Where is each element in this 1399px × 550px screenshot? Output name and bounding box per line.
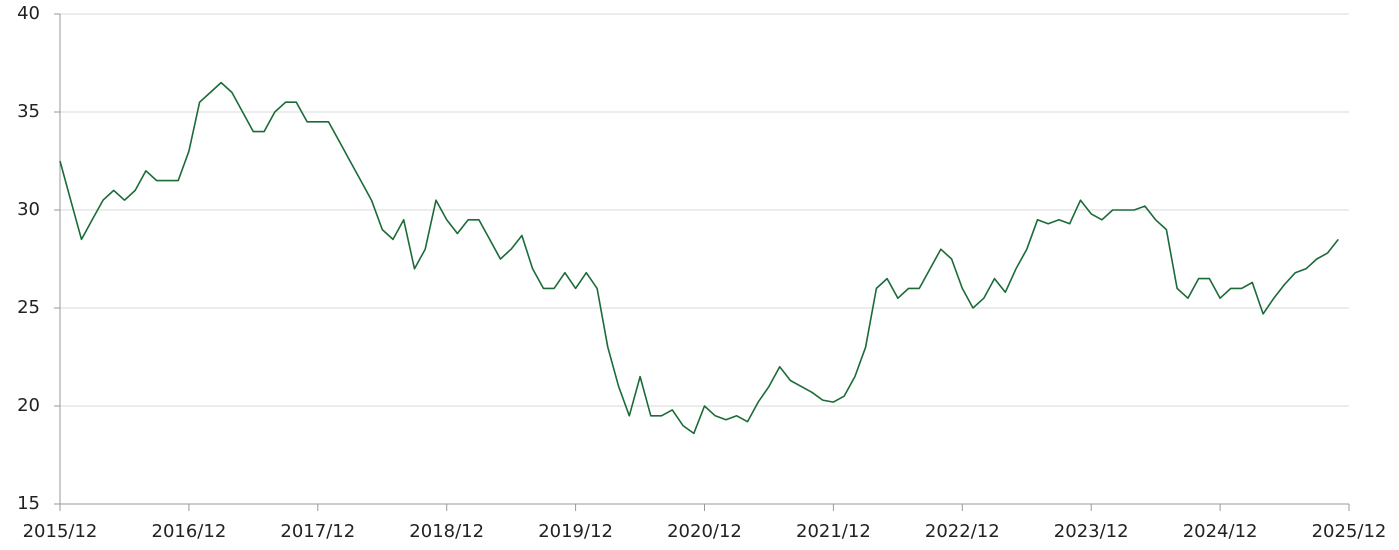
y-tick-label: 40 [17, 3, 40, 24]
x-tick-label: 2015/12 [23, 521, 98, 542]
x-tick-label: 2025/12 [1312, 521, 1387, 542]
y-tick-label: 25 [17, 297, 40, 318]
x-tick-label: 2019/12 [538, 521, 613, 542]
x-tick-label: 2022/12 [925, 521, 1000, 542]
x-tick-label: 2018/12 [409, 521, 484, 542]
y-tick-label: 35 [17, 101, 40, 122]
x-tick-label: 2020/12 [667, 521, 742, 542]
line-series [59, 81, 1339, 435]
x-tick-label: 2023/12 [1054, 521, 1129, 542]
x-tick-label: 2024/12 [1183, 521, 1258, 542]
y-tick-label: 20 [17, 395, 40, 416]
x-tick-label: 2017/12 [280, 521, 355, 542]
y-tick-label: 15 [17, 493, 40, 514]
y-tick-label: 30 [17, 199, 40, 220]
x-tick-label: 2021/12 [796, 521, 871, 542]
x-tick-label: 2016/12 [152, 521, 227, 542]
